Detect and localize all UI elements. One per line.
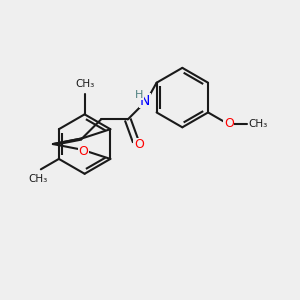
Text: H: H bbox=[135, 90, 143, 100]
Text: O: O bbox=[224, 117, 234, 130]
Text: CH₃: CH₃ bbox=[28, 174, 47, 184]
Text: CH₃: CH₃ bbox=[248, 118, 267, 129]
Text: CH₃: CH₃ bbox=[75, 79, 94, 89]
Text: N: N bbox=[140, 94, 150, 107]
Text: O: O bbox=[134, 138, 144, 151]
Text: O: O bbox=[79, 145, 88, 158]
